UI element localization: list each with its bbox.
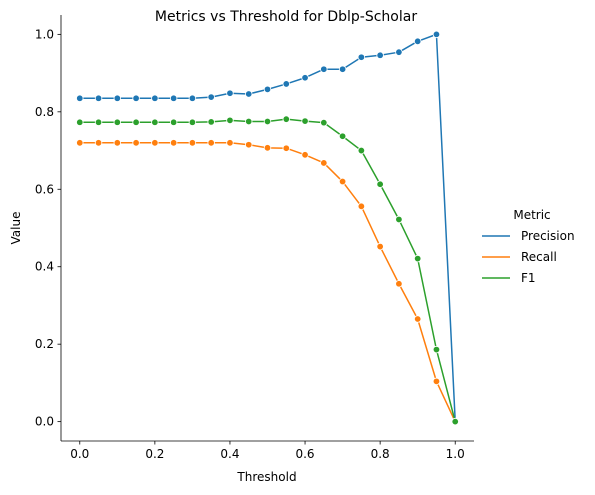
data-point [76,139,84,147]
data-point [376,51,384,59]
legend-label: Precision [521,229,575,243]
x-tick-label: 1.0 [446,447,465,461]
series-precision [76,30,459,426]
data-point [301,151,309,159]
y-tick-label: 0.0 [35,415,54,429]
y-tick-label: 0.8 [35,105,54,119]
legend-item-recall: Recall [482,250,557,264]
data-point [338,132,347,140]
data-point [413,37,422,46]
x-tick-label: 0.0 [70,447,89,461]
data-point [226,139,234,147]
data-point [113,118,122,126]
data-point [245,90,253,98]
data-point [282,115,290,123]
data-point [188,139,197,147]
y-tick-label: 1.0 [35,27,54,41]
data-point [432,345,441,354]
data-point [320,65,328,73]
data-point [395,48,403,56]
data-point [132,94,140,102]
y-axis-ticks: 0.0 0.2 0.4 0.6 0.8 1.0 [35,27,61,429]
data-point [320,118,328,127]
data-point [207,93,215,101]
data-point [263,117,272,126]
data-point [432,377,441,386]
chart-title: Metrics vs Threshold for Dblp-Scholar [155,9,417,25]
data-point [357,202,366,211]
data-point [338,65,347,73]
series-f1 [76,115,459,426]
data-point [338,177,347,186]
data-point [188,94,197,102]
data-point [432,30,441,39]
data-point [376,180,384,188]
legend-item-f1: F1 [482,271,536,285]
legend-label: F1 [521,271,536,285]
data-point [151,139,159,147]
data-point [76,118,84,126]
data-point [263,85,272,94]
data-point [113,94,122,102]
data-point [207,139,215,147]
data-point [94,139,103,147]
data-point [169,139,178,147]
data-point [282,80,290,88]
series-line-f1 [79,118,456,422]
data-point [151,118,159,126]
legend-title: Metric [513,208,550,222]
legend-item-precision: Precision [482,229,575,243]
data-point [151,94,159,102]
data-point [207,118,215,126]
data-point [245,117,253,126]
data-point [263,144,272,152]
series-recall [76,139,459,426]
data-point [413,315,422,323]
data-point [113,139,122,147]
data-point [282,144,290,152]
legend: Metric Precision Recall F1 [482,208,575,285]
x-tick-label: 0.8 [371,447,390,461]
data-point [395,215,403,224]
data-point [357,53,366,61]
data-point [376,242,384,251]
y-tick-label: 0.2 [35,337,54,351]
data-point [226,116,234,125]
data-point [94,118,103,126]
data-point [169,94,178,102]
data-point [320,159,328,167]
data-point [413,254,422,263]
plot-area [76,30,459,426]
data-point [169,118,178,126]
data-point [301,74,309,82]
x-tick-label: 0.2 [145,447,164,461]
x-tick-label: 0.6 [295,447,314,461]
y-tick-label: 0.4 [35,260,54,274]
legend-label: Recall [521,250,557,264]
data-point [188,118,197,126]
x-tick-label: 0.4 [220,447,239,461]
data-point [226,89,234,97]
data-point [395,280,403,288]
data-point [76,94,84,102]
data-point [245,141,253,149]
data-point [132,118,140,126]
data-point [94,94,103,102]
data-point [451,417,459,426]
data-point [132,139,140,147]
data-point [301,117,309,125]
y-axis-label: Value [9,212,23,245]
x-axis-ticks: 0.0 0.2 0.4 0.6 0.8 1.0 [70,441,465,461]
y-tick-label: 0.6 [35,182,54,196]
x-axis-label: Threshold [236,470,296,484]
data-point [357,146,366,155]
